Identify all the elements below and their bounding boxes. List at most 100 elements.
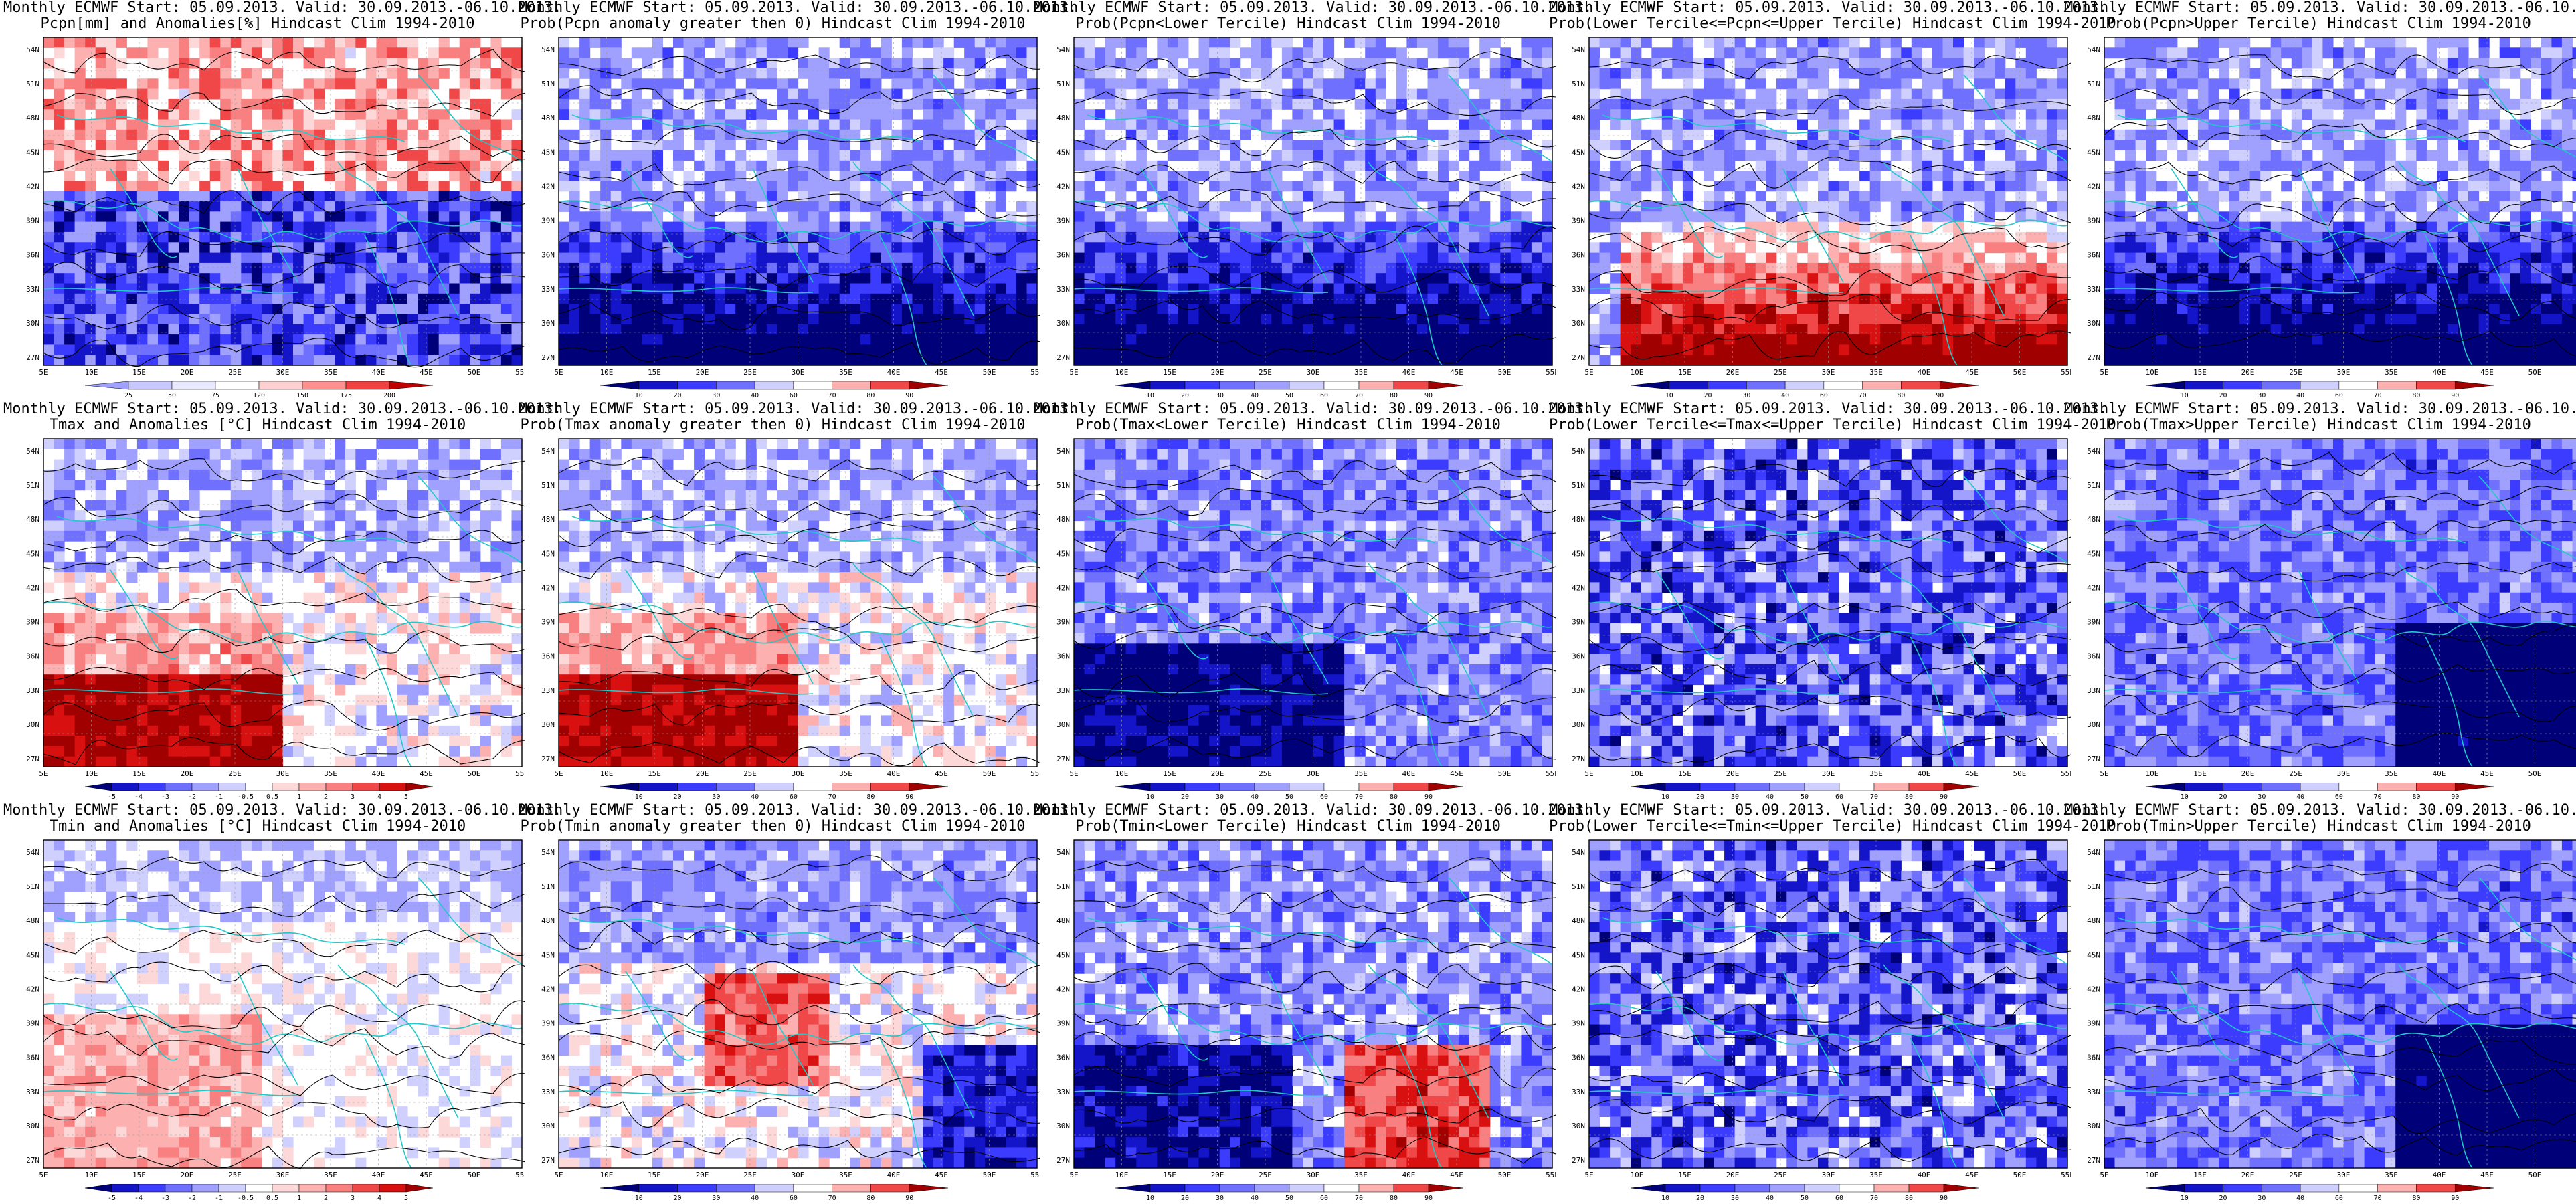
lat-label: 42N: [1572, 985, 1585, 993]
colorbar-swatch: [1184, 1184, 1220, 1193]
contour-line: [43, 302, 525, 330]
lon-label: 25E: [743, 368, 757, 377]
lon-label: 10E: [85, 1171, 98, 1179]
contour-layer: [43, 856, 525, 1169]
colorbar-swatch: [1358, 783, 1394, 791]
panel-tmax-5: Monthly ECMWF Start: 05.09.2013. Valid: …: [2064, 401, 2576, 803]
lat-label: 48N: [1056, 916, 1070, 925]
colorbar-swatch: [2184, 381, 2223, 390]
contour-line: [558, 1138, 1040, 1162]
colorbar-swatch: [165, 1184, 193, 1193]
colorbar-arrow-right: [2454, 783, 2494, 791]
lon-label: 55E: [1030, 769, 1040, 778]
lon-label: 30E: [276, 368, 290, 377]
lat-label: 36N: [2087, 1054, 2100, 1062]
colorbar-swatch: [716, 1184, 755, 1193]
panel-tmin-5: Monthly ECMWF Start: 05.09.2013. Valid: …: [2064, 803, 2576, 1204]
lon-label: 30E: [1822, 1171, 1835, 1179]
colorbar-legend: 10 20 30 40 50 60 70 80 90: [1115, 381, 1464, 399]
colorbar-swatch: [1393, 381, 1429, 390]
coastline: [43, 601, 523, 644]
colorbar-label: 20: [1696, 1195, 1704, 1202]
coastline: [2104, 688, 2359, 695]
contour-line: [558, 85, 1040, 114]
colorbar-label: 30: [712, 793, 720, 801]
coastline: [1394, 235, 1443, 366]
colorbar-label: -5: [108, 793, 116, 801]
contour-line: [1073, 332, 1556, 364]
colorbar-label: -2: [188, 793, 196, 801]
colorbar-label: 90: [2451, 1195, 2459, 1202]
lon-label: 30E: [1307, 769, 1320, 778]
colorbar-swatch: [1769, 783, 1805, 791]
lat-label: 51N: [541, 80, 555, 88]
lon-label: 20E: [2241, 769, 2255, 778]
colorbar-swatch: [218, 783, 246, 791]
colorbar-label: -0.5: [238, 1195, 254, 1202]
colorbar-swatch: [1254, 1184, 1290, 1193]
colorbar-label: 1: [297, 1195, 301, 1202]
coastline: [1588, 287, 1844, 294]
contour-layer: [2104, 54, 2576, 357]
lat-label: 33N: [541, 1088, 555, 1096]
colorbar-label: 30: [712, 392, 720, 399]
lon-label: 25E: [1259, 368, 1272, 377]
colorbar-label: 80: [1905, 793, 1913, 801]
contour-line: [1073, 1002, 1556, 1027]
lat-label: 45N: [1572, 148, 1585, 157]
coastline: [56, 917, 405, 945]
lon-label: 35E: [1869, 1171, 1883, 1179]
contour-line: [2104, 1038, 2576, 1065]
lat-label: 48N: [541, 515, 555, 524]
lon-label: 45E: [420, 368, 433, 377]
map-field: [43, 37, 523, 366]
lon-label: 35E: [839, 1171, 852, 1179]
contour-layer: [558, 855, 1040, 1162]
contour-line: [558, 1074, 1040, 1096]
coastline: [1073, 200, 1553, 243]
lon-label: 25E: [2289, 1171, 2302, 1179]
colorbar-label: 50: [1801, 793, 1809, 801]
panel-title-line2: Prob(Tmin>Upper Tercile) Hindcast Clim 1…: [2064, 819, 2573, 835]
lat-label: 27N: [1056, 1156, 1070, 1165]
contour-line: [1588, 55, 2071, 80]
coastline: [1448, 877, 1553, 965]
contour-line: [558, 54, 1040, 76]
colorbar-swatch: [1358, 381, 1394, 390]
contour-line: [558, 163, 1040, 188]
lon-label: 30E: [2337, 1171, 2351, 1179]
coastline: [852, 161, 974, 316]
lat-label: 54N: [1056, 848, 1070, 857]
lon-label: 35E: [1354, 368, 1368, 377]
lon-label: 5E: [554, 769, 563, 778]
lat-label: 33N: [1572, 285, 1585, 294]
contour-line: [43, 890, 525, 917]
contour-line: [2104, 122, 2576, 149]
lat-label: 51N: [2087, 481, 2100, 490]
panel-title-line1: Monthly ECMWF Start: 05.09.2013. Valid: …: [519, 0, 1077, 16]
coastline: [1588, 688, 1844, 695]
lon-label: 35E: [324, 769, 337, 778]
contour-line: [1588, 963, 2071, 990]
contour-layer: [1073, 51, 1556, 364]
graticule: [559, 840, 1037, 1168]
coastline: [1267, 168, 1329, 283]
contour-layer: [1588, 460, 2071, 764]
coastline: [1087, 516, 1436, 544]
colorbar-swatch: [716, 381, 755, 390]
lon-label: 25E: [228, 368, 242, 377]
colorbar-label: 90: [905, 1195, 913, 1202]
colorbar-label: 80: [1390, 1195, 1398, 1202]
coastline: [1368, 964, 1489, 1119]
colorbar-swatch: [1323, 1184, 1360, 1193]
colorbar-label: 80: [1390, 793, 1398, 801]
panel-title-line2: Prob(Lower Tercile<=Tmin<=Upper Tercile)…: [1549, 819, 2116, 835]
colorbar-label: 10: [2181, 793, 2189, 801]
lon-label: 45E: [935, 769, 948, 778]
lat-label: 42N: [26, 985, 39, 993]
lon-label: 5E: [1069, 1171, 1078, 1179]
lon-label: 55E: [2061, 1171, 2071, 1179]
lon-label: 15E: [648, 769, 661, 778]
